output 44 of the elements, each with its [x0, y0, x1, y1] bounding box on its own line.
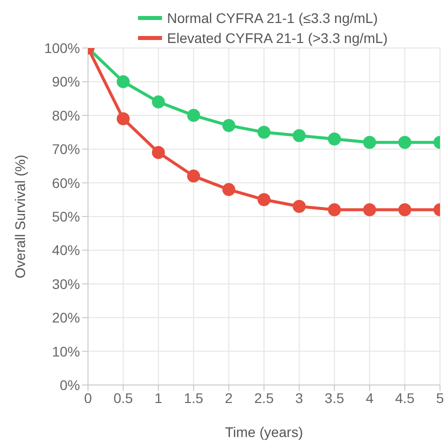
- x-tick-label: 4: [366, 390, 374, 406]
- x-tick-label: 0.5: [113, 390, 134, 406]
- point: [363, 203, 376, 216]
- point: [222, 119, 236, 132]
- y-tick-label: 90%: [52, 74, 80, 90]
- point: [292, 200, 306, 213]
- x-tick-label: 2.5: [254, 390, 274, 406]
- y-tick-label: 70%: [52, 141, 80, 158]
- legend-label: Elevated CYFRA 21-1 (>3.3 ng/mL): [167, 30, 388, 46]
- y-tick-label: 50%: [52, 208, 80, 224]
- y-tick-label: 40%: [52, 242, 80, 258]
- point: [398, 203, 412, 216]
- point: [116, 75, 130, 88]
- y-tick-label: 10%: [52, 343, 80, 360]
- point: [222, 183, 236, 196]
- point: [292, 129, 306, 142]
- x-tick-label: 1: [154, 390, 162, 406]
- point: [187, 108, 200, 122]
- y-tick-label: 60%: [52, 174, 80, 191]
- point: [152, 95, 165, 108]
- x-tick-label: 3.5: [324, 390, 344, 406]
- point: [116, 112, 130, 126]
- point: [258, 193, 270, 206]
- y-tick-label: 30%: [52, 276, 80, 292]
- y-tick-label: 100%: [44, 40, 80, 56]
- point: [328, 203, 341, 216]
- x-axis-title: Time (years): [224, 424, 304, 440]
- y-axis-title: Overall Survival (%): [12, 154, 28, 278]
- point: [328, 132, 341, 146]
- y-tick-label: 0%: [60, 376, 80, 393]
- point: [363, 136, 376, 149]
- point: [398, 136, 412, 149]
- legend-label: Normal CYFRA 21-1 (≤3.3 ng/mL): [167, 10, 378, 26]
- y-tick-label: 80%: [52, 107, 80, 124]
- x-tick-label: 3: [295, 390, 304, 406]
- x-tick-label: 0: [84, 390, 92, 406]
- point: [187, 170, 200, 183]
- y-tick-label: 20%: [52, 310, 80, 326]
- point: [152, 146, 165, 159]
- x-tick-label: 2: [224, 390, 233, 406]
- x-tick-label: 4.5: [395, 390, 415, 406]
- point: [258, 126, 270, 139]
- x-tick-label: 1.5: [184, 390, 204, 406]
- x-tick-label: 5: [436, 390, 444, 406]
